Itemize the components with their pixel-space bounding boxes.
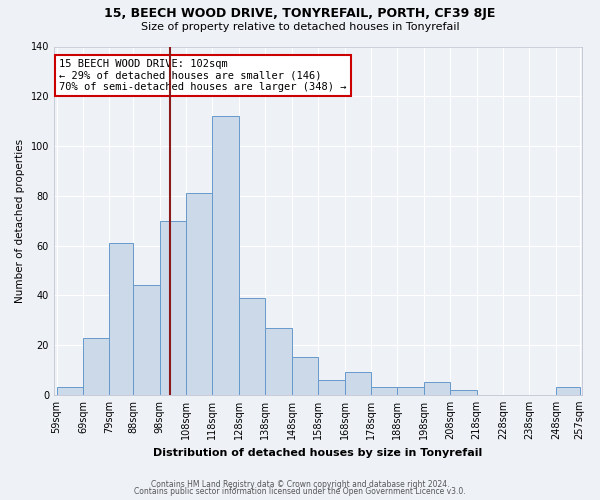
Y-axis label: Number of detached properties: Number of detached properties	[15, 138, 25, 302]
Bar	[556, 388, 580, 395]
Bar	[160, 220, 186, 395]
Bar	[239, 298, 265, 395]
Bar	[397, 388, 424, 395]
Bar	[109, 243, 133, 395]
Bar	[371, 388, 397, 395]
Bar	[292, 358, 318, 395]
Bar	[450, 390, 476, 395]
Bar	[344, 372, 371, 395]
Text: Contains public sector information licensed under the Open Government Licence v3: Contains public sector information licen…	[134, 488, 466, 496]
Bar	[265, 328, 292, 395]
X-axis label: Distribution of detached houses by size in Tonyrefail: Distribution of detached houses by size …	[154, 448, 483, 458]
Text: 15, BEECH WOOD DRIVE, TONYREFAIL, PORTH, CF39 8JE: 15, BEECH WOOD DRIVE, TONYREFAIL, PORTH,…	[104, 8, 496, 20]
Text: Size of property relative to detached houses in Tonyrefail: Size of property relative to detached ho…	[140, 22, 460, 32]
Bar	[83, 338, 109, 395]
Bar	[212, 116, 239, 395]
Bar	[133, 286, 160, 395]
Text: 15 BEECH WOOD DRIVE: 102sqm
← 29% of detached houses are smaller (146)
70% of se: 15 BEECH WOOD DRIVE: 102sqm ← 29% of det…	[59, 58, 347, 92]
Bar	[424, 382, 450, 395]
Text: Contains HM Land Registry data © Crown copyright and database right 2024.: Contains HM Land Registry data © Crown c…	[151, 480, 449, 489]
Bar	[56, 388, 83, 395]
Bar	[186, 194, 212, 395]
Bar	[318, 380, 344, 395]
